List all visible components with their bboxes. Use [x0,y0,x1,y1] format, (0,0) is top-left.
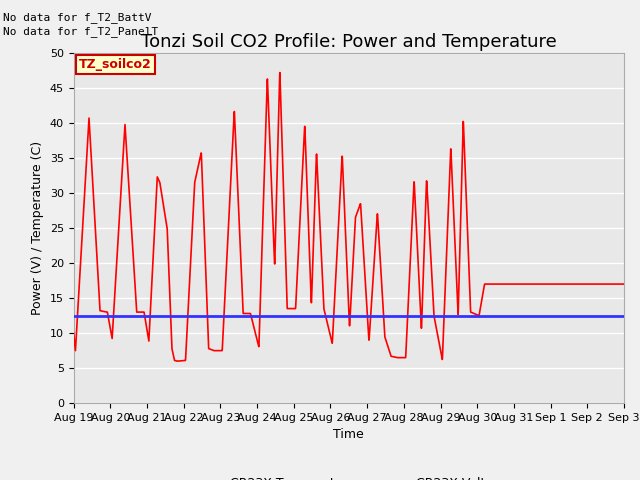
Text: No data for f_T2_BattV: No data for f_T2_BattV [3,12,152,23]
Text: TZ_soilco2: TZ_soilco2 [79,58,152,71]
Text: No data for f_T2_PanelT: No data for f_T2_PanelT [3,26,159,37]
Y-axis label: Power (V) / Temperature (C): Power (V) / Temperature (C) [31,141,44,315]
Title: Tonzi Soil CO2 Profile: Power and Temperature: Tonzi Soil CO2 Profile: Power and Temper… [141,33,557,51]
X-axis label: Time: Time [333,429,364,442]
Legend: CR23X Temperature, CR23X Voltage: CR23X Temperature, CR23X Voltage [184,472,513,480]
